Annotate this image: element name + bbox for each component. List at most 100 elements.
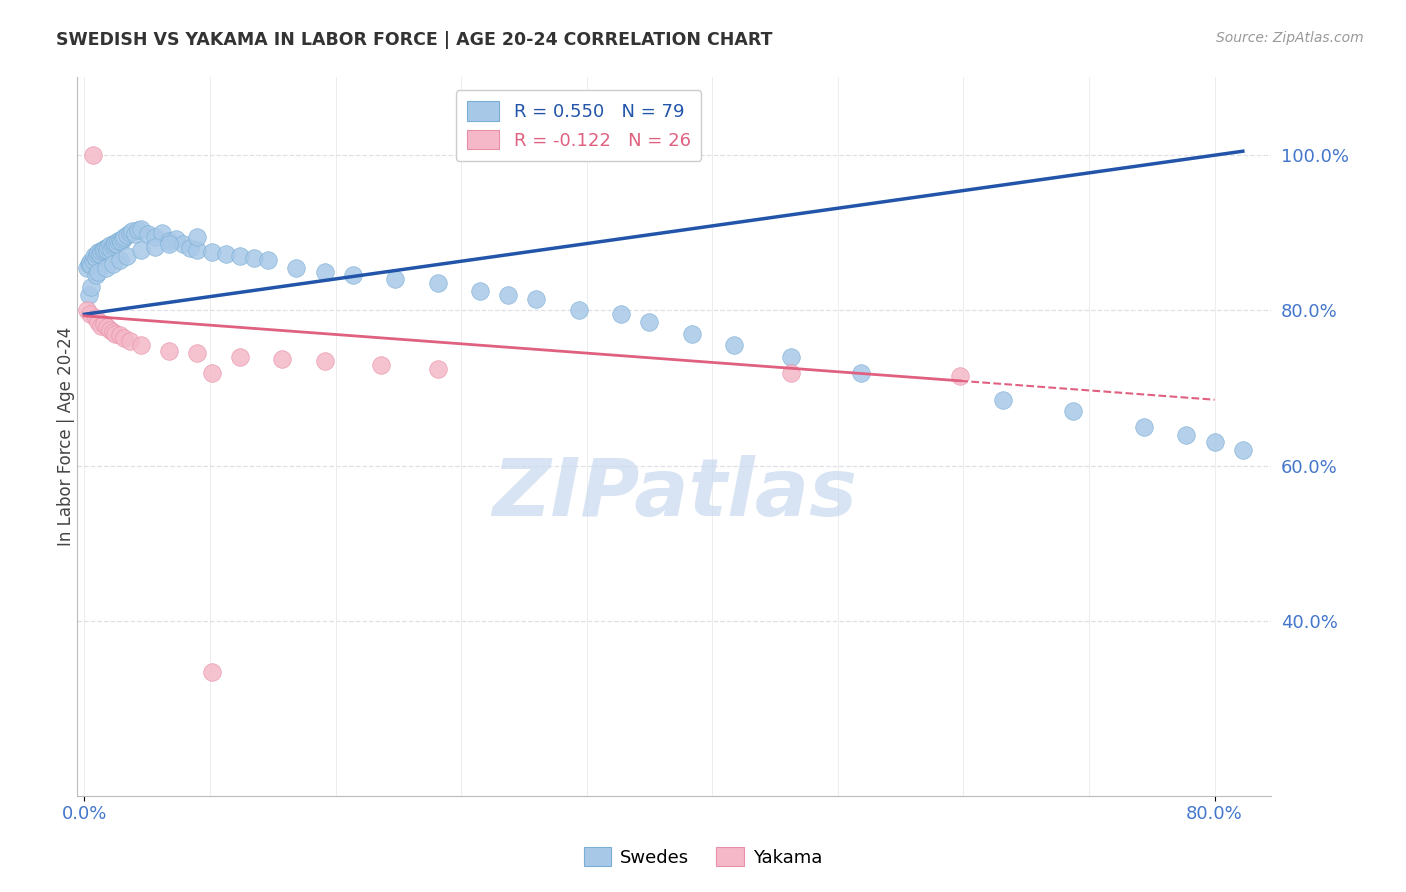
Point [94, 241, 117, 255]
Text: ZIPatlas: ZIPatlas [492, 455, 856, 533]
Point [285, 260, 308, 275]
Point [96, 243, 118, 257]
Point [129, 338, 152, 352]
Point [779, 350, 801, 364]
Point [87, 315, 110, 329]
Legend: R = 0.550   N = 79, R = -0.122   N = 26: R = 0.550 N = 79, R = -0.122 N = 26 [456, 90, 702, 161]
Point [121, 224, 143, 238]
Point [342, 268, 364, 283]
Point [103, 237, 125, 252]
Point [84, 268, 107, 283]
Point [384, 272, 406, 286]
Point [80, 258, 103, 272]
Point [77, 288, 100, 302]
Point [610, 307, 633, 321]
Point [80, 280, 103, 294]
Point [86, 247, 108, 261]
Point [84, 251, 107, 265]
Point [110, 235, 132, 249]
Point [200, 366, 222, 380]
Point [426, 277, 449, 291]
Point [949, 369, 972, 384]
Point [426, 361, 449, 376]
Point [90, 318, 112, 333]
Point [1062, 404, 1084, 418]
Point [157, 343, 180, 358]
Point [681, 326, 703, 341]
Point [105, 236, 128, 251]
Point [723, 338, 745, 352]
Point [79, 255, 101, 269]
Point [143, 240, 166, 254]
Point [108, 252, 131, 267]
Point [568, 303, 591, 318]
Text: Source: ZipAtlas.com: Source: ZipAtlas.com [1216, 31, 1364, 45]
Point [82, 252, 104, 267]
Point [200, 665, 222, 679]
Point [93, 318, 115, 332]
Point [112, 330, 135, 344]
Point [136, 227, 159, 242]
Point [77, 257, 100, 271]
Point [243, 251, 266, 265]
Point [104, 326, 127, 341]
Point [150, 226, 173, 240]
Point [108, 328, 131, 343]
Point [314, 354, 336, 368]
Point [172, 237, 194, 252]
Point [93, 242, 115, 256]
Point [851, 366, 873, 380]
Point [526, 292, 548, 306]
Point [229, 249, 252, 263]
Point [638, 315, 661, 329]
Text: SWEDISH VS YAKAMA IN LABOR FORCE | AGE 20-24 CORRELATION CHART: SWEDISH VS YAKAMA IN LABOR FORCE | AGE 2… [56, 31, 773, 49]
Point [82, 148, 104, 162]
Point [779, 366, 801, 380]
Point [129, 243, 152, 257]
Point [118, 334, 141, 349]
Point [1175, 427, 1198, 442]
Point [98, 323, 121, 337]
Point [112, 229, 135, 244]
Point [79, 307, 101, 321]
Point [87, 245, 110, 260]
Point [157, 236, 180, 251]
Point [129, 222, 152, 236]
Point [1232, 443, 1254, 458]
Point [165, 232, 187, 246]
Point [96, 320, 118, 334]
Point [200, 245, 222, 260]
Point [257, 252, 280, 267]
Point [84, 311, 107, 326]
Point [89, 246, 111, 260]
Point [468, 284, 491, 298]
Point [101, 239, 124, 253]
Y-axis label: In Labor Force | Age 20-24: In Labor Force | Age 20-24 [58, 327, 75, 546]
Point [97, 240, 120, 254]
Point [90, 244, 112, 259]
Point [179, 241, 201, 255]
Point [94, 260, 117, 275]
Point [229, 350, 252, 364]
Point [157, 234, 180, 248]
Point [1133, 420, 1156, 434]
Point [186, 346, 208, 360]
Point [186, 243, 208, 257]
Point [314, 264, 336, 278]
Point [83, 249, 105, 263]
Point [214, 247, 236, 261]
Point [101, 325, 124, 339]
Point [1204, 435, 1226, 450]
Point [115, 228, 138, 243]
Point [496, 288, 519, 302]
Point [370, 358, 392, 372]
Point [108, 233, 131, 247]
Point [186, 229, 208, 244]
Point [111, 232, 134, 246]
Point [87, 264, 110, 278]
Point [115, 249, 138, 263]
Legend: Swedes, Yakama: Swedes, Yakama [576, 840, 830, 874]
Point [271, 351, 294, 366]
Point [76, 260, 98, 275]
Point [118, 226, 141, 240]
